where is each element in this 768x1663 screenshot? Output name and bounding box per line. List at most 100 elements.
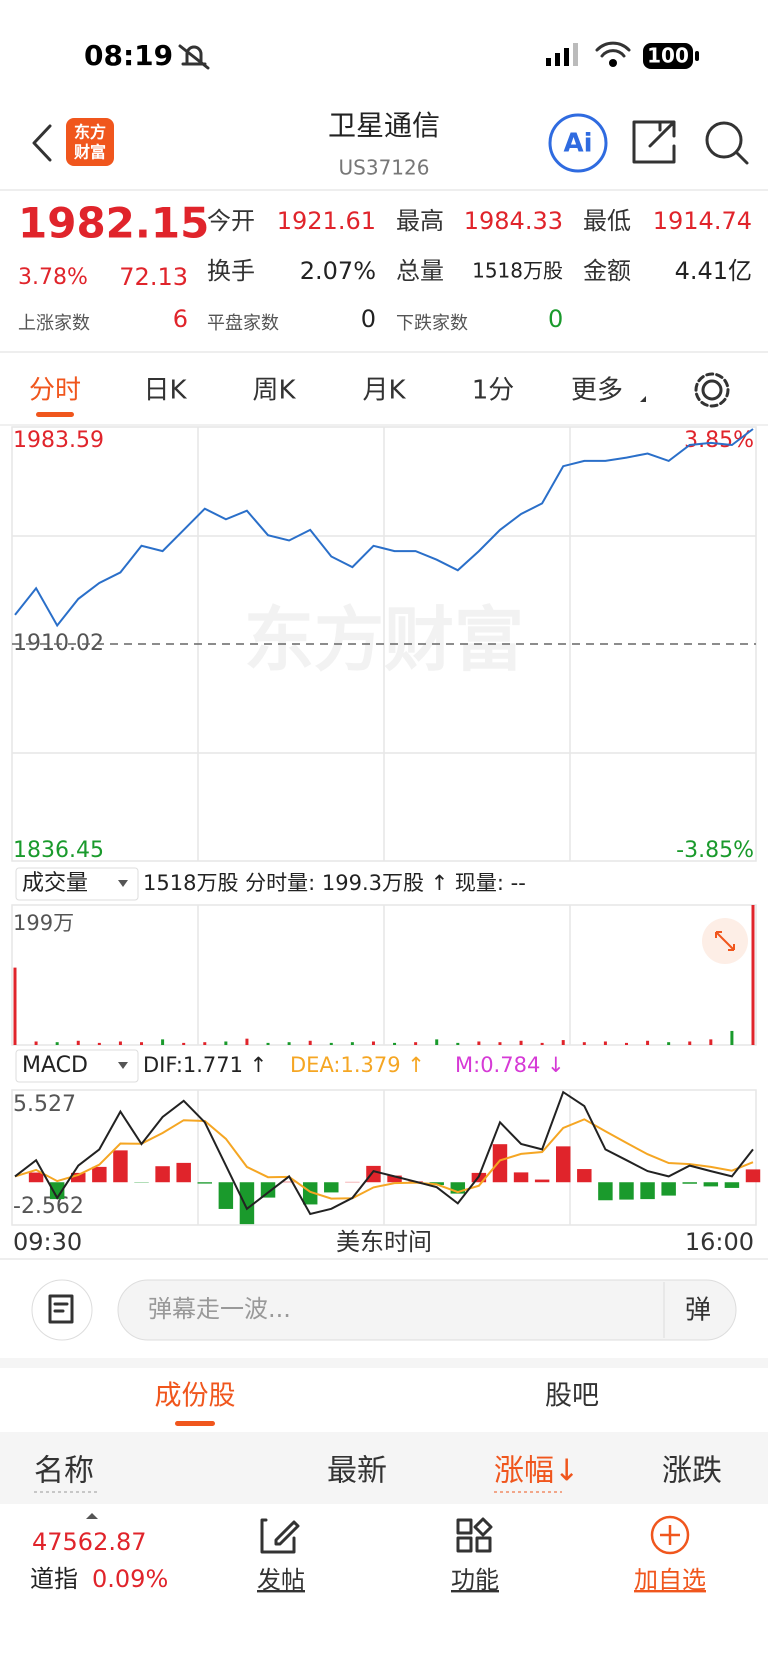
- divider: [0, 1358, 768, 1368]
- breadth-label: 上涨家数: [18, 313, 90, 334]
- change-amount: 72.13: [119, 263, 188, 291]
- legend-entry: DIF:1.771 ↑: [143, 1053, 267, 1077]
- indicator-dropdown[interactable]: [15, 867, 139, 901]
- sub-tab[interactable]: 股吧: [545, 1381, 599, 1412]
- back-button[interactable]: [32, 124, 52, 162]
- macd-bar: [218, 1182, 234, 1209]
- divider: [0, 424, 768, 426]
- time-end: 16:00: [685, 1228, 754, 1256]
- y2-tick-label: 3.85%: [684, 428, 754, 453]
- battery: [643, 43, 693, 69]
- volume-bar: [709, 1039, 713, 1045]
- divider: [0, 351, 768, 353]
- macd-bar: [49, 1182, 65, 1200]
- stat-value: 1921.61: [277, 207, 376, 235]
- macd-bar: [450, 1182, 466, 1194]
- logo-text: 财富: [73, 143, 106, 162]
- volume-bar: [371, 1041, 375, 1045]
- macd-bar: [28, 1172, 44, 1183]
- legend-entry: DEA:1.379 ↑: [290, 1053, 425, 1077]
- function-button[interactable]: 功能: [451, 1566, 499, 1594]
- macd-bar: [577, 1169, 592, 1183]
- macd-bar: [682, 1182, 697, 1184]
- macd-bar: [71, 1172, 86, 1183]
- volume-bar: [688, 1041, 692, 1045]
- tab[interactable]: 日K: [143, 376, 187, 406]
- ai-button[interactable]: [548, 113, 608, 173]
- add-watch-icon: [650, 1515, 690, 1555]
- add-watch-button[interactable]: 加自选: [634, 1566, 706, 1594]
- tab-underline: [175, 1421, 215, 1426]
- macd-bar: [513, 1172, 529, 1183]
- dropdown-arrow: [118, 1062, 128, 1069]
- indicator-name: MACD: [22, 1053, 88, 1078]
- settings-button[interactable]: [694, 372, 730, 408]
- macd-bar: [197, 1182, 213, 1184]
- volume-bar: [55, 1042, 59, 1045]
- volume-bar: [561, 1040, 565, 1045]
- post-icon: [260, 1518, 300, 1554]
- index-toggle[interactable]: [86, 1513, 98, 1519]
- y-tick-label: 1836.45: [13, 838, 104, 863]
- volume-bar: [34, 1041, 38, 1045]
- stat-value: 2.07%: [300, 257, 376, 285]
- column-header[interactable]: 名称: [34, 1454, 94, 1489]
- post-button[interactable]: 发帖: [257, 1566, 305, 1594]
- search-button[interactable]: [705, 121, 749, 165]
- macd-bar: [534, 1179, 550, 1183]
- tab[interactable]: 月K: [362, 376, 406, 406]
- breadth-label: 平盘家数: [207, 313, 279, 334]
- indicator-dropdown[interactable]: [15, 1049, 139, 1083]
- share-button[interactable]: [632, 120, 676, 164]
- column-header[interactable]: 涨跌: [662, 1454, 722, 1489]
- time-axis-label: 美东时间: [336, 1228, 432, 1256]
- volume-bar: [308, 1040, 312, 1045]
- indicator-name: 成交量: [22, 871, 88, 896]
- bottom-bar: [0, 1504, 768, 1663]
- expand-button[interactable]: [702, 918, 748, 964]
- volume-bar: [603, 1041, 607, 1045]
- more-indicator: [640, 396, 646, 402]
- volume-bar: [540, 1042, 544, 1045]
- column-header[interactable]: 最新: [327, 1454, 387, 1489]
- table-header-bg: [0, 1432, 768, 1504]
- tab[interactable]: 周K: [252, 376, 296, 406]
- volume-bar: [97, 1042, 101, 1045]
- volume-bar: [182, 1042, 186, 1045]
- volume-bar: [118, 1041, 122, 1045]
- sub-tab-active[interactable]: 成份股: [155, 1381, 236, 1412]
- stat-label: 最高: [396, 207, 444, 235]
- macd-bar: [492, 1144, 508, 1183]
- volume-bar: [435, 1039, 439, 1045]
- price-line: [14, 428, 754, 628]
- volume-bar: [13, 967, 17, 1045]
- volume-bar: [161, 1039, 165, 1045]
- volume-bar: [414, 1042, 418, 1045]
- breadth-label: 下跌家数: [396, 313, 468, 334]
- volume-bar: [245, 1038, 249, 1045]
- breadth-value: 0: [361, 305, 376, 333]
- macd-bar: [176, 1162, 191, 1183]
- volume-bar: [477, 1041, 481, 1045]
- macd-bar: [260, 1182, 276, 1198]
- volume-bar: [140, 1042, 144, 1045]
- comment-input[interactable]: [117, 1279, 737, 1341]
- index-value: 47562.87: [32, 1528, 147, 1556]
- tab-active[interactable]: 分时: [29, 376, 81, 406]
- volume-chart-frame: [11, 904, 757, 1046]
- battery-level: 100: [647, 44, 689, 68]
- stock-title: 卫星通信: [328, 109, 440, 142]
- volume-bar: [624, 1042, 628, 1045]
- macd-bar: [302, 1182, 318, 1205]
- y-tick-label: 5.527: [13, 1092, 76, 1117]
- volume-bar: [224, 1041, 228, 1045]
- danmaku-send[interactable]: 弹: [685, 1296, 711, 1326]
- volume-bar: [203, 1042, 207, 1045]
- watermark: 东方财富: [244, 599, 524, 681]
- column-header-active[interactable]: 涨幅↓: [494, 1454, 579, 1489]
- volume-bar: [393, 1042, 397, 1045]
- tab[interactable]: 更多: [571, 376, 623, 406]
- dif-line: [14, 1090, 754, 1216]
- dea-line: [14, 1118, 754, 1200]
- tab[interactable]: 1分: [472, 376, 515, 406]
